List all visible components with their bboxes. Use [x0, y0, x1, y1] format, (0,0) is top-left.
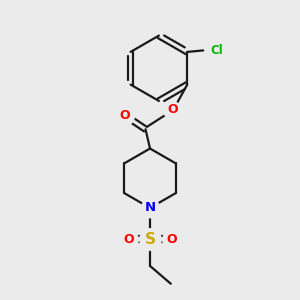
Text: O: O: [167, 103, 178, 116]
Text: S: S: [145, 232, 155, 247]
Text: O: O: [123, 233, 134, 246]
Text: N: N: [144, 202, 156, 214]
Text: Cl: Cl: [210, 44, 223, 57]
Text: O: O: [119, 109, 130, 122]
Text: O: O: [166, 233, 177, 246]
